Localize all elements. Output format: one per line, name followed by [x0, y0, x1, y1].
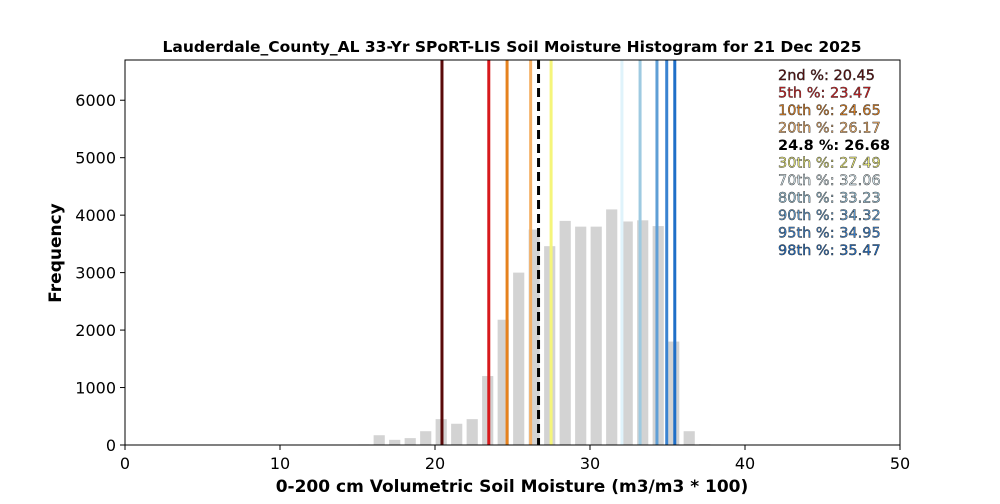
y-tick-label: 3000: [75, 264, 116, 283]
histogram-bar: [575, 226, 587, 445]
histogram-bar: [513, 272, 525, 445]
histogram-bar: [451, 423, 463, 445]
percentile-legend-entry: 98th %: 35.47: [778, 243, 881, 259]
histogram-bar: [497, 319, 509, 445]
histogram-bar: [404, 438, 416, 445]
y-tick-label: 5000: [75, 149, 116, 168]
histogram-bar: [466, 419, 478, 445]
histogram-bar: [637, 220, 649, 445]
x-tick-label: 50: [890, 454, 910, 473]
chart-title: Lauderdale_County_AL 33-Yr SPoRT-LIS Soi…: [163, 38, 862, 56]
y-tick-label: 6000: [75, 91, 116, 110]
percentile-legend-entry: 24.8 %: 26.68: [778, 138, 890, 154]
x-tick-label: 30: [580, 454, 600, 473]
percentile-legend-entry: 5th %: 23.47: [778, 86, 872, 102]
percentile-legend-entry: 90th %: 34.32: [778, 208, 881, 224]
y-axis-label: Frequency: [46, 203, 66, 303]
histogram-bar: [606, 209, 618, 445]
y-tick-label: 0: [106, 436, 116, 455]
percentile-legend-entry: 2nd %: 20.45: [778, 68, 875, 84]
y-tick-label: 2000: [75, 321, 116, 340]
x-axis-label: 0-200 cm Volumetric Soil Moisture (m3/m3…: [276, 477, 749, 497]
plot-frame: [124, 59, 901, 446]
percentile-legend-entry: 20th %: 26.17: [778, 121, 881, 137]
histogram-bar: [528, 229, 540, 445]
histogram-bar: [590, 226, 602, 445]
percentile-legend-entry: 80th %: 33.23: [778, 191, 881, 207]
histogram-bar: [389, 439, 401, 445]
histogram-bar: [621, 221, 633, 445]
x-tick-label: 40: [735, 454, 755, 473]
y-tick-label: 1000: [75, 379, 116, 398]
histogram-bar: [373, 435, 385, 445]
percentile-legend-entry: 30th %: 27.49: [778, 156, 881, 172]
y-tick-label: 4000: [75, 206, 116, 225]
histogram-bar: [683, 431, 695, 445]
percentile-legend-entry: 95th %: 34.95: [778, 226, 881, 242]
histogram-bar: [420, 431, 432, 445]
x-tick-label: 20: [425, 454, 445, 473]
histogram-bar: [559, 220, 571, 445]
x-tick-label: 0: [120, 454, 130, 473]
percentile-legend-entry: 70th %: 32.06: [778, 173, 881, 189]
x-tick-label: 10: [270, 454, 290, 473]
percentile-legend-entry: 10th %: 24.65: [778, 103, 881, 119]
